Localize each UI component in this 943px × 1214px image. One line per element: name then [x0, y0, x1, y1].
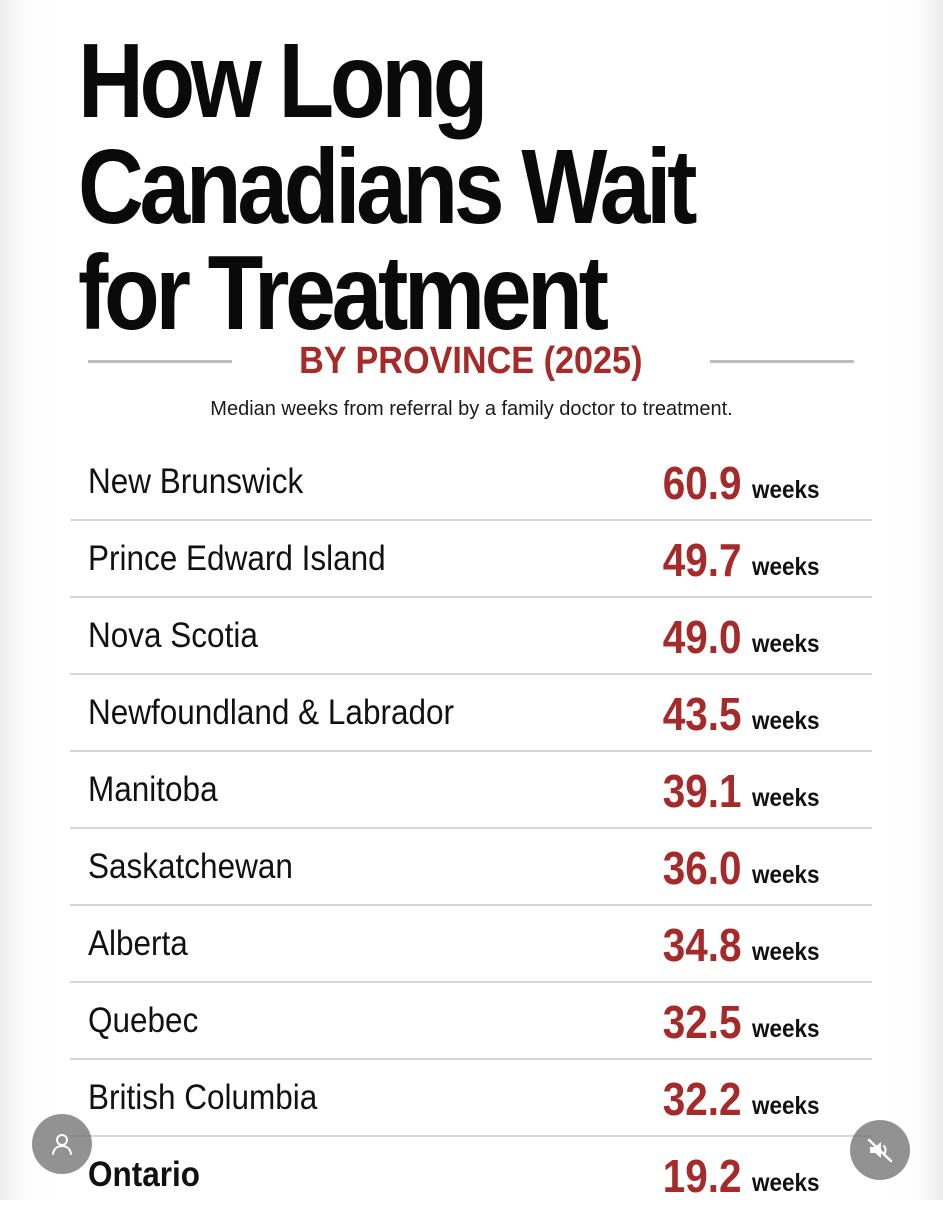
- unit-label: weeks: [752, 1169, 820, 1197]
- caption: Median weeks from referral by a family d…: [210, 398, 733, 420]
- unit-label: weeks: [752, 1015, 820, 1043]
- wait-value: 32.5: [663, 996, 742, 1048]
- title-line-1: How Long: [78, 22, 488, 140]
- speaker-muted-icon: [867, 1138, 893, 1163]
- table-row: Prince Edward Island 49.7 weeks: [70, 521, 872, 598]
- unit-label: weeks: [752, 707, 820, 735]
- wait-value: 49.0: [663, 611, 742, 663]
- subtitle: BY PROVINCE (2025): [299, 339, 643, 382]
- wait-value: 49.7: [663, 534, 742, 586]
- unit-label: weeks: [752, 553, 820, 581]
- title-line-3: for Treatment: [78, 234, 609, 352]
- table-row: Saskatchewan 36.0 weeks: [70, 829, 872, 906]
- province-label: Alberta: [88, 924, 188, 963]
- wait-value: 32.2: [663, 1073, 742, 1125]
- table-row: Newfoundland & Labrador 43.5 weeks: [70, 675, 872, 752]
- mute-button[interactable]: [850, 1120, 910, 1180]
- subtitle-row: BY PROVINCE (2025): [88, 336, 854, 386]
- wait-value: 34.8: [663, 919, 742, 971]
- province-label: New Brunswick: [88, 462, 304, 501]
- profile-button[interactable]: [32, 1114, 92, 1174]
- wait-value: 19.2: [663, 1150, 742, 1202]
- unit-label: weeks: [752, 784, 820, 812]
- subtitle-rule-left: [88, 359, 232, 363]
- subtitle-rule-right: [709, 359, 854, 363]
- page-title: How Long Canadians Wait for Treatment: [78, 28, 783, 346]
- province-label: Nova Scotia: [88, 616, 258, 655]
- unit-label: weeks: [752, 476, 820, 504]
- table-row: Manitoba 39.1 weeks: [70, 752, 872, 829]
- province-label: British Columbia: [88, 1078, 318, 1117]
- unit-label: weeks: [752, 938, 820, 966]
- wait-value: 39.1: [663, 765, 742, 817]
- table-row: Nova Scotia 49.0 weeks: [70, 598, 872, 675]
- province-label: Newfoundland & Labrador: [88, 693, 455, 732]
- province-label: Manitoba: [88, 770, 218, 809]
- table-row: Quebec 32.5 weeks: [70, 983, 872, 1060]
- title-line-2: Canadians Wait: [78, 128, 697, 246]
- unit-label: weeks: [752, 630, 820, 658]
- table-row: Ontario 19.2 weeks: [70, 1137, 872, 1214]
- province-label: Prince Edward Island: [88, 539, 386, 578]
- person-icon: [52, 1134, 72, 1155]
- wait-times-table: New Brunswick 60.9 weeks Prince Edward Isla…: [70, 444, 872, 1214]
- unit-label: weeks: [752, 861, 820, 889]
- table-row: Alberta 34.8 weeks: [70, 906, 872, 983]
- table-row: British Columbia 32.2 weeks: [70, 1060, 872, 1137]
- province-label: Saskatchewan: [88, 847, 293, 886]
- unit-label: weeks: [752, 1092, 820, 1120]
- wait-value: 60.9: [663, 457, 742, 509]
- table-row: New Brunswick 60.9 weeks: [70, 444, 872, 521]
- wait-value: 36.0: [663, 842, 742, 894]
- province-label: Quebec: [88, 1001, 199, 1040]
- wait-value: 43.5: [663, 688, 742, 740]
- province-label: Ontario: [88, 1155, 201, 1194]
